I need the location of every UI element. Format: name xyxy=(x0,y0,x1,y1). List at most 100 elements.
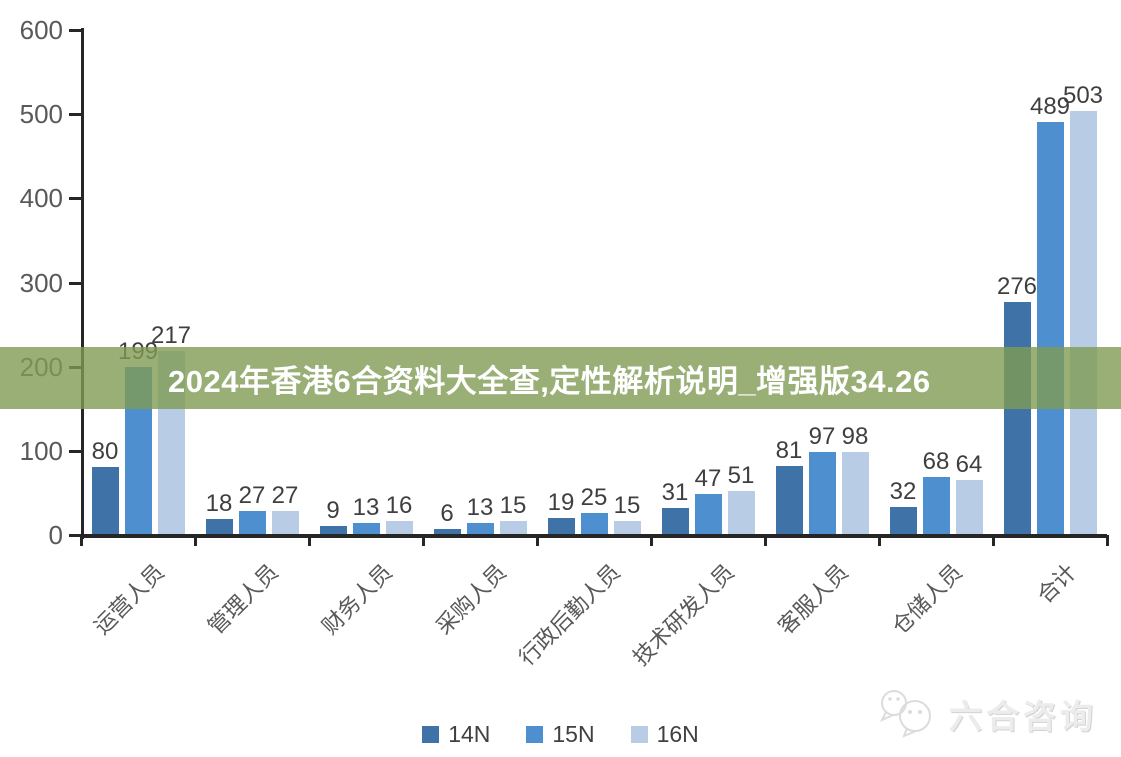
x-axis-tick xyxy=(80,535,83,546)
bar-行政后勤人员-14N xyxy=(547,518,575,534)
bar-技术研发人员-16N xyxy=(727,491,755,534)
legend-label: 15N xyxy=(552,721,595,747)
y-axis-line xyxy=(81,28,84,539)
bar-value-label: 503 xyxy=(1062,81,1104,109)
y-axis-tick-label: 0 xyxy=(48,520,63,550)
bar-技术研发人员-15N xyxy=(694,494,722,534)
x-axis-tick xyxy=(308,535,311,546)
x-axis-category-label: 技术研发人员 xyxy=(627,559,739,671)
banner-title: 2024年香港6合资料大全查,定性解析说明_增强版34.26 xyxy=(168,363,931,399)
bar-管理人员-15N xyxy=(238,511,266,534)
x-axis-tick xyxy=(992,535,995,546)
bar-value-label: 25 xyxy=(580,483,608,511)
x-axis-tick xyxy=(878,535,881,546)
y-axis-tick-label: 600 xyxy=(19,15,63,45)
y-axis-tick xyxy=(69,449,81,453)
bar-value-label: 32 xyxy=(889,478,917,506)
bar-财务人员-14N xyxy=(319,526,347,534)
x-axis-tick xyxy=(536,535,539,546)
bar-value-label: 9 xyxy=(326,497,340,525)
x-axis-tick xyxy=(194,535,197,546)
chart-legend: 14N 15N 16N xyxy=(0,716,1121,752)
bar-value-label: 15 xyxy=(499,492,527,520)
bar-合计-15N xyxy=(1036,122,1064,534)
watermark: 六合咨询 xyxy=(873,687,1097,741)
bar-value-label: 98 xyxy=(841,422,869,450)
legend-label: 16N xyxy=(656,721,699,747)
chat-bubbles-icon xyxy=(873,686,939,743)
watermark-text: 六合咨询 xyxy=(949,698,1097,735)
bar-value-label: 68 xyxy=(922,447,950,475)
bar-行政后勤人员-16N xyxy=(613,521,641,534)
bar-客服人员-14N xyxy=(775,465,803,534)
bar-采购人员-16N xyxy=(499,521,527,534)
bar-value-label: 217 xyxy=(150,322,192,350)
legend-item-16N: 16N xyxy=(630,721,699,747)
x-axis-category-label: 财务人员 xyxy=(317,559,397,640)
legend-swatch-icon xyxy=(422,725,440,743)
y-axis-tick xyxy=(69,534,81,537)
x-axis-tick xyxy=(1106,535,1109,546)
legend-item-15N: 15N xyxy=(526,721,595,747)
bar-value-label: 19 xyxy=(547,489,575,516)
x-axis-tick xyxy=(650,535,653,546)
y-axis-tick-label: 300 xyxy=(19,267,63,298)
x-axis-category-label: 运营人员 xyxy=(89,559,169,640)
bar-value-label: 47 xyxy=(694,465,722,493)
bar-value-label: 276 xyxy=(996,272,1038,300)
bar-value-label: 13 xyxy=(466,494,494,522)
x-axis-category-label: 客服人员 xyxy=(773,559,853,640)
bar-value-label: 80 xyxy=(91,437,119,465)
overlay-banner: 2024年香港6合资料大全查,定性解析说明_增强版34.26 xyxy=(0,347,1121,409)
bar-仓储人员-16N xyxy=(955,480,983,534)
bar-仓储人员-14N xyxy=(889,507,917,534)
legend-swatch-icon xyxy=(526,725,544,743)
legend-swatch-icon xyxy=(630,725,648,743)
bar-财务人员-16N xyxy=(385,520,413,534)
bar-客服人员-16N xyxy=(841,451,869,534)
y-axis-tick-label: 400 xyxy=(19,183,63,214)
bar-技术研发人员-14N xyxy=(661,507,689,534)
bar-value-label: 97 xyxy=(808,423,836,451)
x-axis-line xyxy=(81,534,1107,538)
bar-value-label: 16 xyxy=(385,491,413,519)
y-axis-tick-label: 500 xyxy=(19,99,63,130)
bar-value-label: 6 xyxy=(440,499,454,527)
bar-采购人员-14N xyxy=(433,528,461,534)
bar-value-label: 64 xyxy=(955,451,983,479)
bar-合计-16N xyxy=(1069,110,1097,534)
bar-管理人员-16N xyxy=(271,511,299,534)
x-axis-category-label: 行政后勤人员 xyxy=(513,559,625,671)
bar-value-label: 31 xyxy=(661,478,689,506)
bar-value-label: 18 xyxy=(205,489,233,517)
bar-仓储人员-15N xyxy=(922,476,950,534)
bar-运营人员-14N xyxy=(91,466,119,534)
x-axis-category-label: 仓储人员 xyxy=(887,559,967,640)
bar-value-label: 15 xyxy=(613,492,641,520)
bar-行政后勤人员-15N xyxy=(580,512,608,534)
y-axis-tick xyxy=(69,113,81,117)
x-axis-category-label: 合计 xyxy=(1032,559,1081,609)
bar-value-label: 51 xyxy=(727,462,755,490)
y-axis-tick-label: 100 xyxy=(19,435,63,466)
bar-value-label: 81 xyxy=(775,436,803,464)
x-axis-category-label: 管理人员 xyxy=(203,559,283,640)
legend-label: 14N xyxy=(448,721,491,747)
bar-客服人员-15N xyxy=(808,452,836,534)
bar-合计-14N xyxy=(1003,301,1031,534)
x-axis-tick xyxy=(422,535,425,546)
y-axis-tick xyxy=(69,29,81,32)
bar-管理人员-14N xyxy=(205,518,233,534)
y-axis-tick xyxy=(69,197,81,201)
x-axis-tick xyxy=(764,535,767,546)
bar-财务人员-15N xyxy=(352,523,380,534)
bar-采购人员-15N xyxy=(466,523,494,534)
bar-value-label: 489 xyxy=(1029,93,1071,121)
bar-value-label: 27 xyxy=(238,482,266,510)
x-axis-category-label: 采购人员 xyxy=(431,559,511,640)
bar-value-label: 13 xyxy=(352,494,380,522)
legend-item-14N: 14N xyxy=(422,722,490,746)
y-axis-tick xyxy=(69,281,81,285)
bar-value-label: 27 xyxy=(271,482,299,510)
